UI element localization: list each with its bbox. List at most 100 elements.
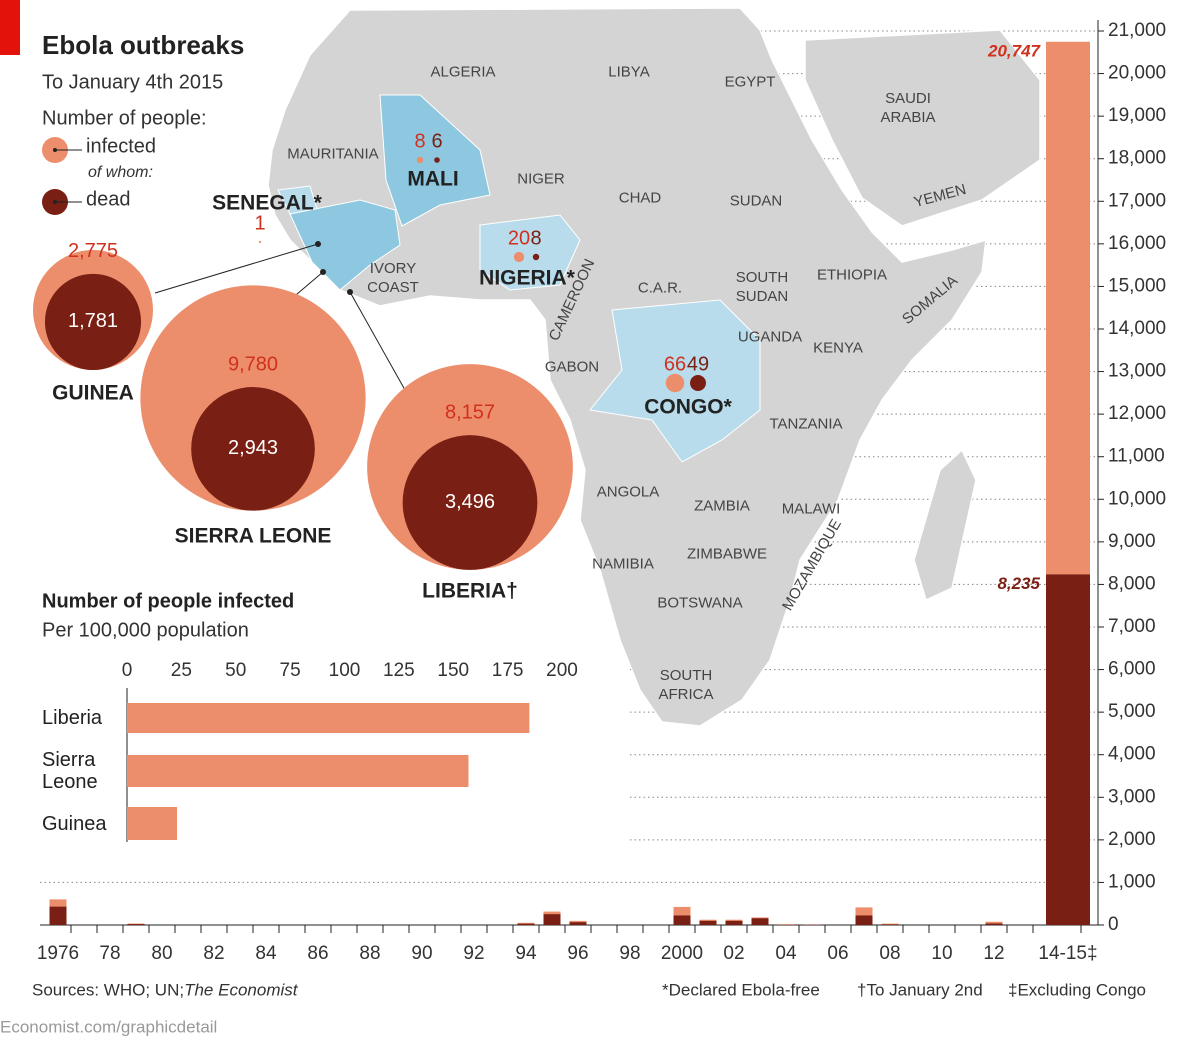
map-label: EGYPT: [724, 73, 776, 91]
x-tick-label: 200: [546, 660, 578, 681]
bar-subtitle: Per 100,000 population: [42, 619, 249, 641]
country-name: SIERRA LEONE: [175, 525, 332, 548]
map-label: IVORY COAST: [367, 260, 419, 296]
map-label: C.A.R.: [637, 279, 683, 297]
country-name: GUINEA: [52, 382, 134, 405]
dead-bubble: [191, 387, 315, 511]
x-tick-label: 08: [879, 943, 900, 964]
title: Ebola outbreaks: [42, 30, 244, 60]
map-label: CHAD: [618, 189, 662, 207]
y-tick-label: 21,000: [1108, 20, 1166, 41]
subtitle: To January 4th 2015: [42, 71, 223, 93]
map-label: TANZANIA: [769, 415, 843, 433]
y-tick-label: 0: [1108, 914, 1119, 935]
bar-category: Guinea: [42, 812, 107, 835]
bar: [49, 906, 67, 925]
y-tick-label: 7,000: [1108, 616, 1156, 637]
y-tick-label: 17,000: [1108, 190, 1166, 211]
x-tick-label: 125: [383, 660, 415, 681]
map-label: ZIMBABWE: [686, 545, 768, 563]
sources-italic: The Economist: [184, 980, 299, 999]
infected-label: 8: [414, 130, 425, 152]
y-tick-label: 5,000: [1108, 701, 1156, 722]
y-tick-label: 10,000: [1108, 488, 1166, 509]
map-label: ETHIOPIA: [816, 266, 888, 284]
x-tick-label: 25: [171, 660, 192, 681]
bar: [1046, 574, 1090, 925]
map-label: SAUDI ARABIA: [880, 90, 936, 126]
x-tick-label: 96: [567, 943, 588, 964]
x-tick-label: 94: [515, 943, 537, 964]
infected-dot: [665, 373, 685, 393]
dead-label: 3,496: [445, 491, 495, 513]
y-tick-label: 16,000: [1108, 233, 1166, 254]
infected-dot: [416, 156, 424, 164]
infected-dot: [258, 240, 262, 244]
x-tick-label: 1976: [37, 943, 79, 964]
bar: [881, 923, 899, 925]
map-label: GABON: [544, 358, 600, 376]
connector-dot: [347, 289, 353, 295]
map-label: ANGOLA: [596, 483, 660, 501]
footnote: ‡Excluding Congo: [1008, 980, 1146, 999]
nigeria-area: [479, 214, 581, 291]
dead-label: 2,943: [228, 437, 278, 459]
y-tick-label: 6,000: [1108, 659, 1156, 680]
dead-bubble: [44, 273, 142, 371]
bar: [985, 923, 1003, 925]
country-name: LIBERIA†: [422, 580, 518, 603]
y-tick-label: 11,000: [1108, 446, 1165, 467]
map-label: SOUTH SUDAN: [735, 269, 789, 305]
country-name: NIGERIA*: [479, 267, 576, 290]
bar-category: Liberia: [42, 707, 103, 729]
infected-label: 66: [664, 353, 686, 375]
map-label: MALAWI: [781, 500, 841, 518]
map-label: SUDAN: [729, 192, 783, 210]
map-label: BOTSWANA: [657, 594, 743, 612]
legend-note: of whom:: [88, 164, 153, 181]
x-tick-label: 78: [99, 943, 120, 964]
footnote: *Declared Ebola-free: [662, 980, 820, 999]
infected-label: 20: [508, 227, 530, 249]
url: Economist.com/graphicdetail: [0, 1017, 217, 1036]
x-tick-label: 150: [437, 660, 469, 681]
value-label: 20,747: [987, 41, 1042, 60]
x-tick-label: 06: [827, 943, 848, 964]
y-tick-label: 18,000: [1108, 148, 1166, 169]
legend-label: dead: [86, 188, 131, 210]
dead-label: 49: [687, 353, 709, 375]
bar: [569, 922, 587, 925]
x-tick-label: 50: [225, 660, 246, 681]
x-tick-label: 82: [203, 943, 224, 964]
sources: Sources: WHO; UN;: [32, 980, 184, 999]
y-tick-label: 1,000: [1108, 871, 1156, 892]
bar: [725, 920, 743, 925]
x-tick-label: 0: [122, 660, 133, 681]
map-label: ZAMBIA: [694, 497, 750, 515]
infected-label: 2,775: [68, 240, 118, 262]
x-tick-label: 75: [280, 660, 301, 681]
bar: [127, 703, 530, 733]
dead-dot: [434, 157, 440, 163]
connector-dot: [320, 269, 326, 275]
x-tick-label: 02: [723, 943, 744, 964]
x-tick-label: 10: [931, 943, 952, 964]
y-tick-label: 13,000: [1108, 361, 1166, 382]
map-label: NAMIBIA: [592, 555, 654, 573]
x-tick-label: 98: [619, 943, 640, 964]
footnote: †To January 2nd: [857, 980, 983, 999]
y-tick-label: 9,000: [1108, 531, 1156, 552]
bar: [855, 915, 873, 925]
bar: [881, 924, 899, 925]
y-tick-label: 2,000: [1108, 829, 1156, 850]
infected-label: 1: [254, 212, 265, 234]
bar: [699, 920, 717, 925]
y-tick-label: 14,000: [1108, 318, 1166, 339]
x-tick-label: 2000: [661, 943, 703, 964]
country-name: CONGO*: [644, 396, 732, 419]
x-tick-label: 92: [463, 943, 484, 964]
x-tick-label: 90: [411, 943, 432, 964]
infected-label: 8,157: [445, 401, 495, 423]
